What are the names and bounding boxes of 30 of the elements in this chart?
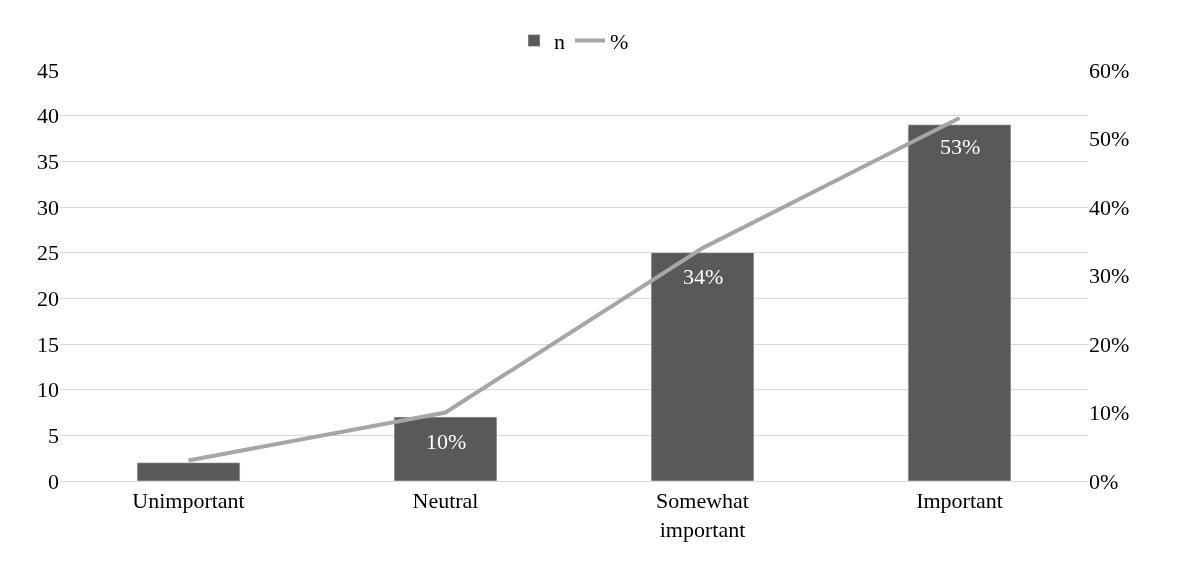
y-tick-label: 0 xyxy=(48,468,59,494)
y2-tick-label: 60% xyxy=(1089,57,1130,83)
legend-label: % xyxy=(610,29,629,55)
y2-tick-label: 10% xyxy=(1089,400,1130,426)
y-tick-label: 15 xyxy=(37,331,59,357)
y2-tick-label: 0% xyxy=(1089,468,1119,494)
data-label: 34% xyxy=(683,264,724,289)
y-tick-label: 40 xyxy=(37,103,59,129)
legend-label: n xyxy=(554,29,565,55)
y-tick-label: 20 xyxy=(37,286,59,312)
x-tick-label: Neutral xyxy=(412,488,479,514)
bar xyxy=(650,252,755,481)
bar xyxy=(136,462,241,481)
y-tick-label: 45 xyxy=(37,57,59,83)
y-tick-label: 5 xyxy=(48,423,59,449)
x-tick-label: Unimportant xyxy=(132,488,245,514)
x-tick-label: Important xyxy=(916,488,1003,514)
y2-tick-label: 40% xyxy=(1089,194,1130,220)
y-tick-label: 35 xyxy=(37,149,59,175)
bar xyxy=(393,416,498,481)
y-tick-label: 10 xyxy=(37,377,59,403)
y2-tick-label: 30% xyxy=(1089,263,1130,289)
x-tick-label: Somewhat important xyxy=(656,488,749,542)
bar xyxy=(907,124,1012,481)
data-label: 53% xyxy=(940,134,981,159)
y2-tick-label: 20% xyxy=(1089,331,1130,357)
data-label: 10% xyxy=(426,429,467,454)
y2-tick-label: 50% xyxy=(1089,126,1130,152)
y-tick-label: 30 xyxy=(37,194,59,220)
y-tick-label: 25 xyxy=(37,240,59,266)
